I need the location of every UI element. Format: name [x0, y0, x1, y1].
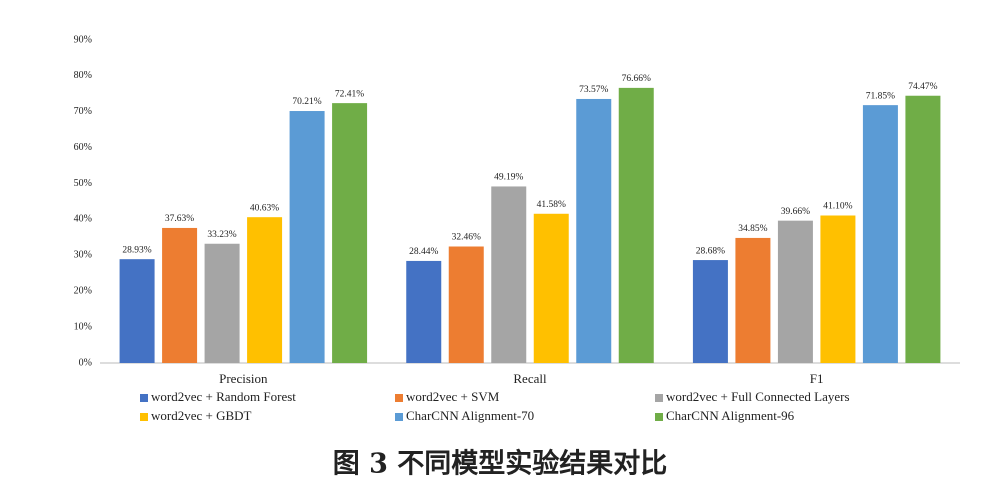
bar — [618, 87, 654, 363]
legend-label: word2vec + GBDT — [151, 408, 252, 423]
value-label: 72.41% — [335, 89, 364, 99]
value-label: 74.47% — [908, 82, 937, 92]
legend-label: word2vec + Full Connected Layers — [666, 389, 850, 404]
bar — [576, 98, 612, 363]
value-label: 28.68% — [696, 246, 725, 256]
bar — [289, 111, 325, 363]
bar — [905, 95, 941, 363]
value-label: 40.63% — [250, 203, 279, 213]
y-tick-label: 90% — [74, 34, 92, 45]
bar — [862, 105, 898, 363]
bar — [692, 260, 728, 363]
bar — [247, 217, 283, 363]
value-label: 28.44% — [409, 247, 438, 257]
value-label: 32.46% — [452, 233, 481, 243]
legend-swatch — [395, 413, 403, 421]
value-label: 39.66% — [781, 207, 810, 217]
x-tick-label: Precision — [219, 371, 268, 386]
legend-swatch — [140, 394, 148, 402]
value-label: 76.66% — [622, 74, 651, 84]
x-tick-label: F1 — [810, 371, 824, 386]
bar — [448, 246, 484, 363]
y-tick-label: 50% — [74, 178, 92, 189]
legend-label: word2vec + SVM — [406, 389, 500, 404]
y-tick-label: 0% — [79, 357, 92, 368]
bar — [735, 237, 771, 363]
bar — [777, 220, 813, 363]
y-tick-label: 40% — [74, 214, 92, 225]
legend-label: word2vec + Random Forest — [151, 389, 296, 404]
value-label: 41.10% — [823, 202, 852, 212]
bar — [162, 227, 198, 363]
legend-label: CharCNN Alignment-70 — [406, 408, 534, 423]
bar — [533, 213, 569, 363]
legend-swatch — [655, 394, 663, 402]
x-tick-label: Recall — [513, 371, 547, 386]
value-label: 49.19% — [494, 173, 523, 183]
value-label: 33.23% — [207, 230, 236, 240]
y-tick-label: 60% — [74, 142, 92, 153]
bar — [820, 215, 856, 363]
legend-swatch — [655, 413, 663, 421]
legend-swatch — [395, 394, 403, 402]
bar — [204, 243, 240, 363]
value-label: 41.58% — [537, 200, 566, 210]
y-tick-label: 20% — [74, 286, 92, 297]
value-label: 70.21% — [292, 97, 321, 107]
legend-label: CharCNN Alignment-96 — [666, 408, 795, 423]
chart-title: 图 3 不同模型实验结果对比 — [333, 448, 668, 480]
bar — [119, 259, 155, 363]
y-tick-label: 70% — [74, 106, 92, 117]
y-tick-label: 10% — [74, 321, 92, 332]
bar — [491, 186, 527, 363]
y-tick-label: 80% — [74, 70, 92, 81]
bar — [332, 103, 368, 364]
value-label: 28.93% — [122, 245, 151, 255]
value-label: 71.85% — [866, 91, 895, 101]
value-label: 34.85% — [738, 224, 767, 234]
bar — [406, 260, 442, 363]
value-label: 37.63% — [165, 214, 194, 224]
legend-swatch — [140, 413, 148, 421]
value-label: 73.57% — [579, 85, 608, 95]
y-tick-label: 30% — [74, 250, 92, 261]
